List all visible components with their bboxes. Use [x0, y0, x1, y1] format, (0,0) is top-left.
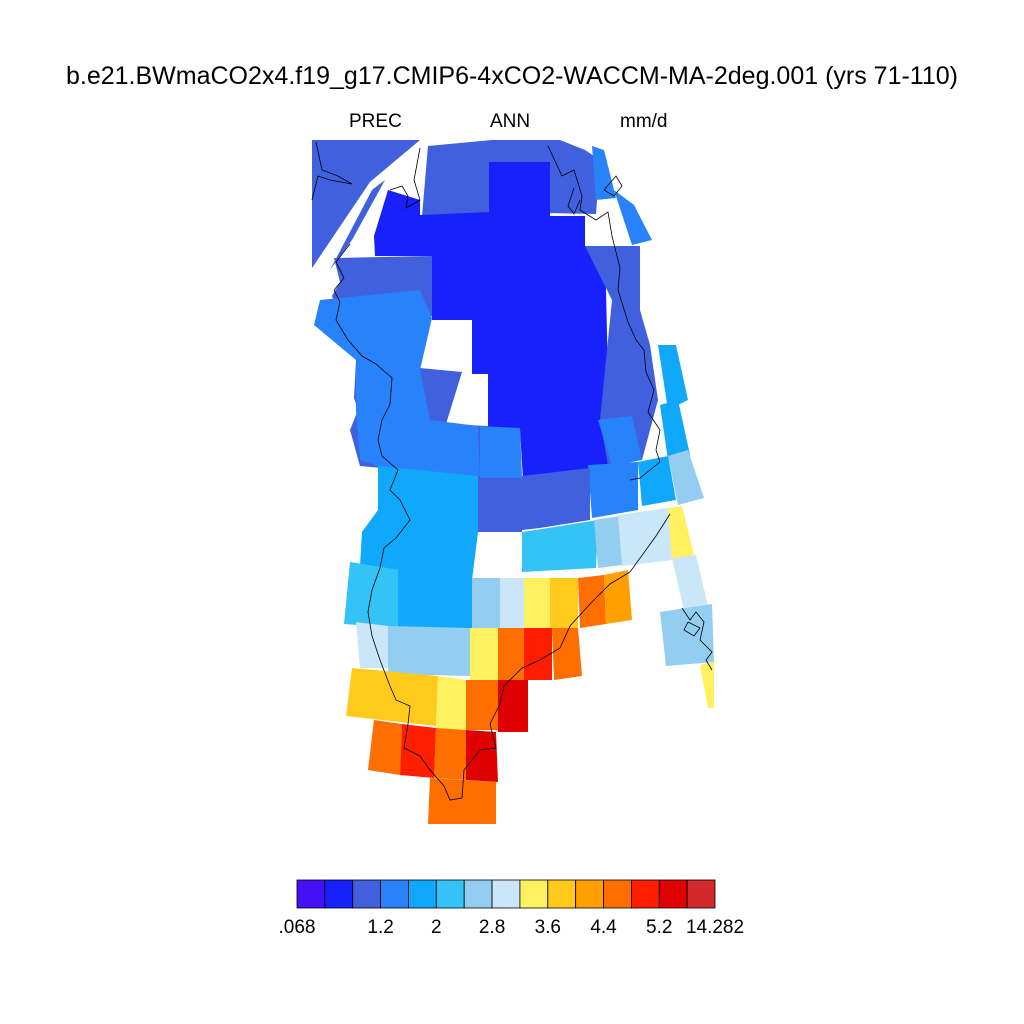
colorbar-box: [491, 879, 521, 909]
map-cell: [498, 628, 524, 680]
colorbar-box: [631, 879, 660, 909]
map-cell: [668, 506, 694, 560]
map-cell: [346, 668, 438, 726]
colorbar-label: 3.6: [535, 917, 561, 938]
map-cell: [522, 520, 598, 572]
map-cell: [598, 416, 642, 466]
colorbar-box: [435, 879, 465, 909]
map-cell: [314, 290, 480, 476]
colorbar-labels: .068 1.2 2 2.8 3.6 4.4 5.2 14.282: [279, 917, 745, 938]
colorbar-label: 1.2: [367, 917, 393, 938]
colorbar-label: .068: [279, 917, 316, 938]
map-cell: [374, 162, 610, 480]
map-cell: [466, 680, 498, 730]
colorbar-box: [603, 879, 632, 909]
map-cell: [594, 516, 622, 568]
map-cell: [592, 146, 616, 200]
map-cell: [550, 578, 578, 628]
map-cell: [330, 180, 385, 270]
map-cell: [480, 426, 522, 478]
colorbar-box: [519, 879, 549, 909]
map-cell: [672, 555, 708, 610]
map-cell: [500, 578, 524, 628]
map-cell: [344, 562, 400, 628]
map-cell: [522, 468, 590, 530]
map-cell: [422, 140, 492, 216]
map-cell: [668, 450, 704, 505]
map-cells: [312, 140, 714, 824]
colorbar-box: [408, 879, 437, 909]
map-cell: [658, 345, 688, 410]
units-label: mm/d: [620, 111, 668, 132]
map-cell: [614, 190, 652, 245]
colorbar-label: 2.8: [479, 917, 505, 938]
map-cell: [368, 720, 402, 775]
map-cell: [700, 662, 714, 708]
map-cell: [618, 508, 672, 566]
map-cell: [356, 622, 388, 668]
colorbar-box: [380, 879, 409, 909]
map-cell: [524, 578, 550, 628]
plot-title: b.e21.BWmaCO2x4.f19_g17.CMIP6-4xCO2-WACC…: [66, 62, 958, 90]
colorbar-box: [296, 879, 326, 909]
map-cell: [434, 728, 466, 780]
colorbar-label: 2: [431, 917, 442, 938]
colorbar-label: 5.2: [646, 917, 672, 938]
map-cell: [472, 578, 500, 628]
map-cell: [585, 246, 658, 466]
season-label: ANN: [490, 111, 531, 132]
colorbar-box: [352, 879, 382, 909]
colorbar-label: 4.4: [590, 917, 617, 938]
colorbar-box: [658, 879, 688, 909]
map-cell: [638, 456, 676, 506]
map-cell: [312, 140, 420, 268]
map-cell: [388, 626, 470, 676]
colorbar-box: [686, 879, 716, 909]
colorbar-boxes: [296, 879, 716, 909]
map-cell: [428, 778, 496, 824]
colorbar-box: [463, 879, 493, 909]
map-cell: [524, 628, 552, 680]
colorbar-box: [324, 879, 354, 909]
map-cell: [466, 730, 498, 782]
map-cell: [660, 604, 714, 666]
variable-label: PREC: [349, 111, 402, 132]
map-cell: [470, 628, 498, 680]
map-cell: [436, 676, 466, 730]
map-cell: [660, 400, 690, 460]
map-cell: [400, 724, 436, 778]
map-cell: [498, 680, 528, 732]
colorbar-box: [575, 879, 604, 909]
colorbar-box: [547, 879, 577, 909]
map-cell: [398, 570, 472, 628]
map-cell: [588, 462, 638, 518]
coastline: [311, 141, 713, 801]
map-cell: [552, 628, 582, 680]
map-cell: [478, 478, 522, 532]
colorbar-label: 14.282: [686, 917, 744, 938]
map-cell: [360, 466, 478, 580]
